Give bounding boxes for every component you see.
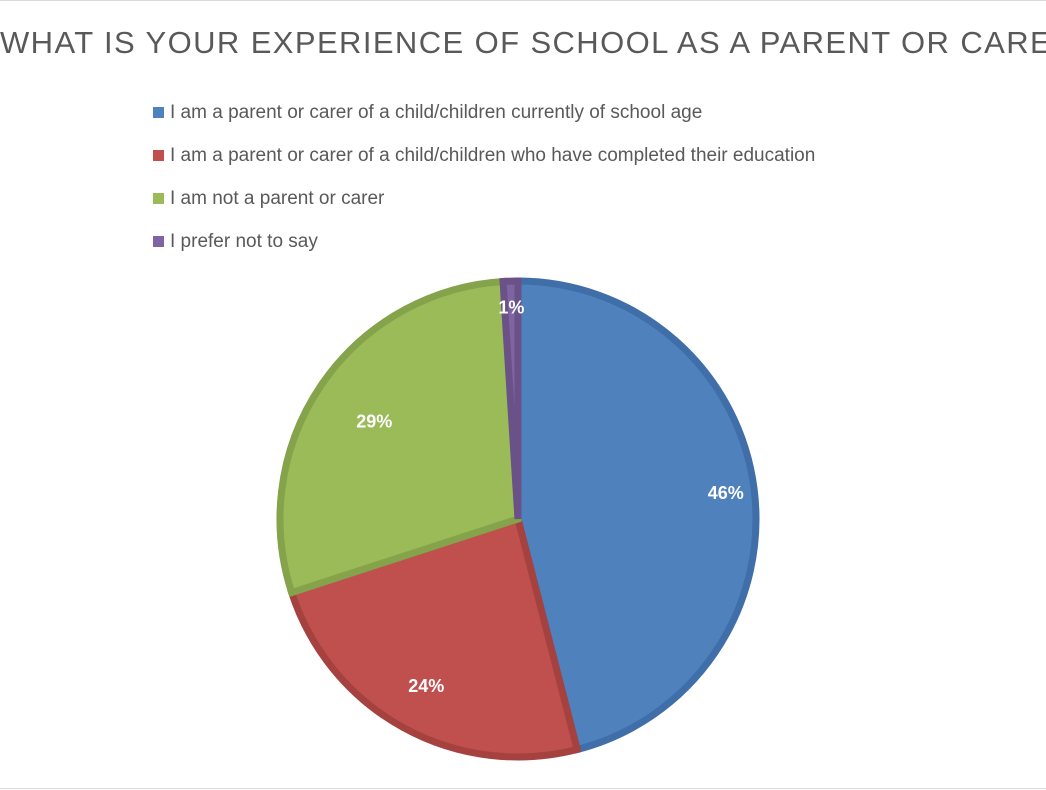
legend-label-prefer-not-to-say: I prefer not to say: [170, 230, 318, 252]
legend-item-prefer-not-to-say: I prefer not to say: [153, 220, 815, 263]
legend-label-completed-education: I am a parent or carer of a child/childr…: [170, 144, 816, 166]
legend-swatch-school-age: [153, 107, 164, 118]
chart-title: WHAT IS YOUR EXPERIENCE OF SCHOOL AS A P…: [0, 25, 1046, 60]
pie-slice-completed-education: [287, 514, 582, 761]
data-label-prefer-not-to-say: 1%: [498, 297, 524, 317]
legend-label-school-age: I am a parent or carer of a child/childr…: [170, 101, 703, 123]
legend-swatch-not-parent: [153, 193, 164, 204]
legend-item-not-parent: I am not a parent or carer: [153, 177, 815, 220]
pie-data-labels: 46% 24% 29% 1%: [356, 297, 744, 696]
legend-swatch-prefer-not-to-say: [153, 236, 164, 247]
legend-item-school-age: I am a parent or carer of a child/childr…: [153, 91, 815, 134]
pie-slices: [276, 277, 760, 761]
pie-slice-not-parent: [276, 277, 522, 597]
pie-slice-prefer-not-to-say: [499, 277, 522, 520]
legend-item-completed-education: I am a parent or carer of a child/childr…: [153, 134, 815, 177]
legend-label-not-parent: I am not a parent or carer: [170, 187, 385, 209]
pie-slice-school-age: [514, 277, 760, 754]
data-label-completed-education: 24%: [408, 676, 444, 696]
legend-swatch-completed-education: [153, 150, 164, 161]
data-label-school-age: 46%: [708, 483, 744, 503]
legend: I am a parent or carer of a child/childr…: [153, 91, 815, 263]
data-label-not-parent: 29%: [356, 411, 392, 431]
